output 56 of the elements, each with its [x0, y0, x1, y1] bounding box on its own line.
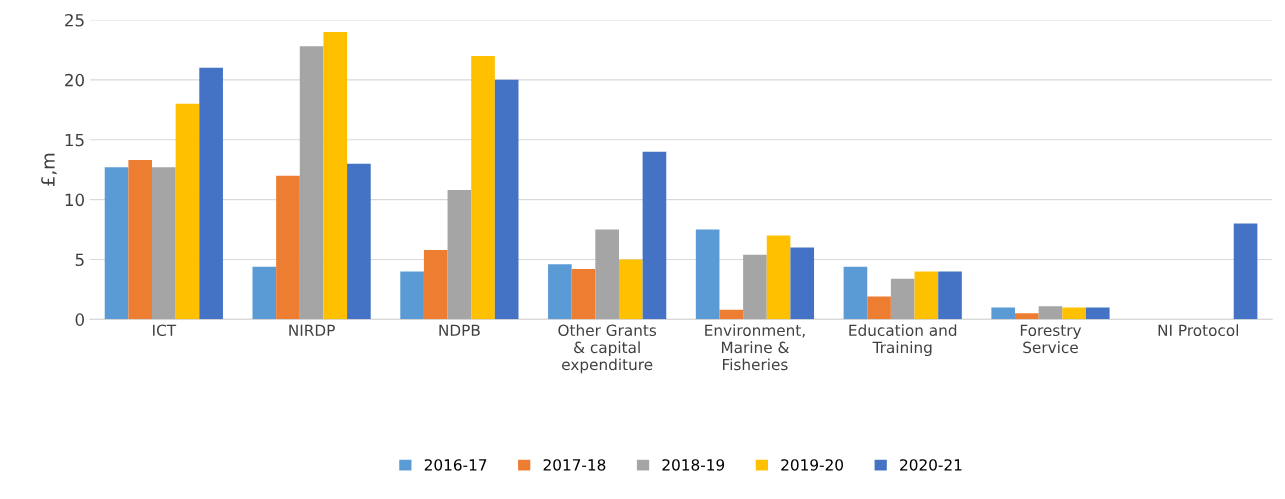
x-tick-label: Education and Training [849, 324, 957, 357]
bar [843, 266, 868, 320]
x-tick-label: NIRDP [289, 324, 335, 336]
x-tick-label: ICT [153, 324, 177, 337]
x-tick-label: Other Grants & capital expenditure [558, 324, 657, 374]
bar [471, 55, 495, 320]
y-tick-label: 10 [65, 193, 84, 207]
bar [719, 309, 744, 320]
bar [175, 103, 200, 320]
bar [571, 269, 596, 320]
bar [1038, 306, 1063, 320]
bar [548, 264, 572, 320]
bar [152, 167, 176, 320]
bar [323, 31, 348, 320]
x-tick-label: Forestry Service [1020, 324, 1082, 354]
legend-label: 2020-21 [900, 459, 962, 471]
y-tick-label: 15 [65, 133, 84, 147]
x-tick-label: NI Protocol [1158, 324, 1238, 337]
bar [618, 259, 643, 320]
bar [199, 67, 223, 320]
bar [128, 160, 153, 320]
bar [494, 79, 519, 320]
bar [743, 254, 767, 320]
bar [790, 247, 815, 320]
legend-label: 2016-17 [424, 459, 487, 471]
y-tick-label: 0 [75, 313, 84, 326]
bar [1015, 313, 1039, 320]
bar [766, 235, 791, 320]
legend-label: 2018-19 [662, 459, 725, 471]
bar [299, 46, 324, 320]
bar [1062, 307, 1086, 320]
bar [642, 151, 667, 320]
bar [938, 271, 962, 320]
bar [695, 229, 720, 320]
bar [914, 271, 939, 320]
bar [347, 163, 371, 320]
bar [595, 229, 619, 320]
bar [867, 296, 891, 320]
legend-label: 2017-18 [543, 459, 606, 471]
bar [1233, 223, 1258, 320]
bar [890, 278, 915, 320]
legend-label: 2019-20 [781, 459, 844, 471]
bar [252, 266, 277, 320]
y-tick-label: 20 [65, 73, 84, 87]
bar [1085, 307, 1110, 320]
bar [104, 167, 129, 320]
y-axis-title: £,m [41, 153, 57, 186]
bar [991, 307, 1016, 320]
bar [447, 190, 472, 320]
y-tick-label: 25 [65, 13, 84, 27]
x-tick-label: NDPB [439, 324, 480, 336]
bar [423, 249, 448, 320]
x-tick-label: Environment, Marine & Fisheries [705, 324, 805, 371]
bar [276, 175, 300, 320]
bar [400, 271, 424, 320]
y-tick-label: 5 [75, 253, 84, 267]
